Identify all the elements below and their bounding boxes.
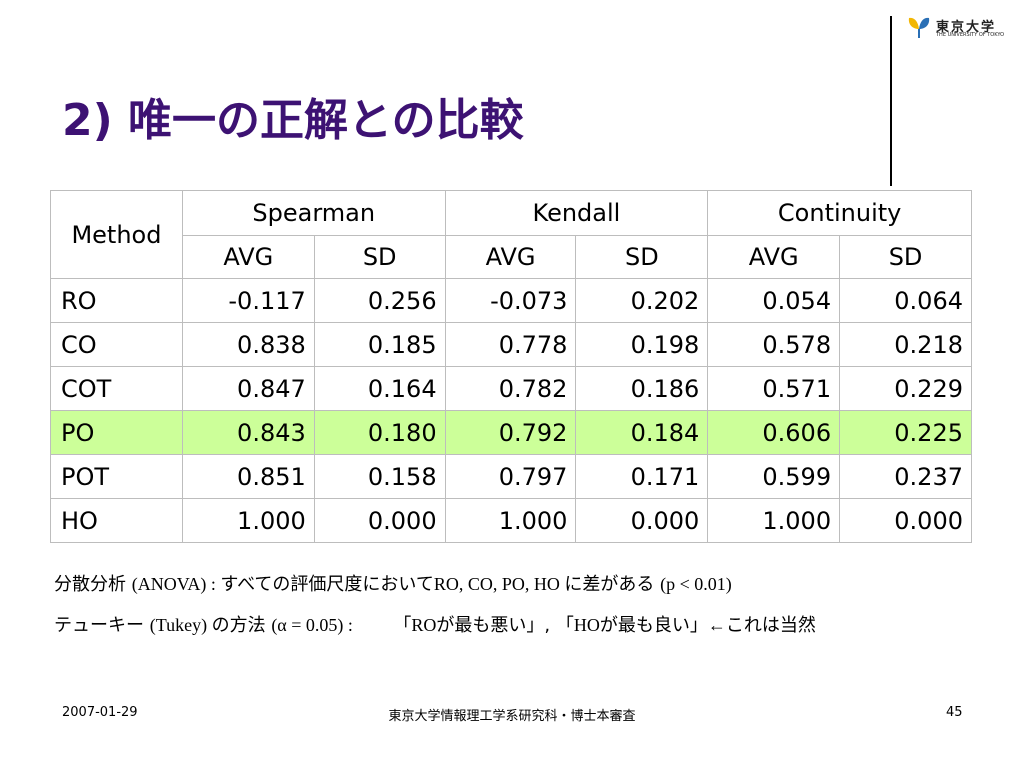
subheader-avg: AVG <box>707 235 841 279</box>
value-cell: 1.000 <box>444 498 577 543</box>
table-row-highlighted: PO 0.843 0.180 0.792 0.184 0.606 0.225 <box>50 410 972 455</box>
method-cell: HO <box>50 498 183 543</box>
note-text: に差がある <box>564 574 661 595</box>
arrow-glyph: ← <box>707 615 726 635</box>
footer-date: 2007-01-29 <box>62 705 138 720</box>
header-row-groups: Method Spearman Kendall Continuity <box>50 190 972 279</box>
value-cell: 0.180 <box>313 410 446 455</box>
tukey-note: テューキー (Tukey) の方法 (α = 0.05) : 「ROが最も悪い」… <box>54 611 816 637</box>
value-cell: 0.599 <box>707 454 841 499</box>
method-cell: CO <box>50 322 183 367</box>
method-cell: POT <box>50 454 183 499</box>
logo-text-en: THE UNIVERSITY OF TOKYO <box>936 32 1005 38</box>
value-cell: 0.184 <box>575 410 709 455</box>
value-cell: 1.000 <box>707 498 841 543</box>
subheader-avg: AVG <box>444 235 577 279</box>
value-cell: 0.202 <box>575 278 709 323</box>
logo-text-jp: 東京大学 <box>936 20 997 35</box>
results-table: Method Spearman Kendall Continuity AVG S… <box>50 190 972 543</box>
value-cell: 0.851 <box>181 454 315 499</box>
value-cell: 0.778 <box>444 322 577 367</box>
note-text: が最も悪い」, 「 <box>436 615 574 636</box>
subheader-sd: SD <box>313 235 446 279</box>
method-cell: RO <box>50 278 183 323</box>
value-cell: -0.073 <box>444 278 577 323</box>
value-cell: 0.000 <box>313 498 446 543</box>
value-cell: 0.185 <box>313 322 446 367</box>
method-cell: COT <box>50 366 183 411</box>
value-cell: 0.158 <box>313 454 446 499</box>
value-cell: 0.797 <box>444 454 577 499</box>
note-text: (Tukey) <box>149 615 212 635</box>
table-row: RO -0.117 0.256 -0.073 0.202 0.054 0.064 <box>50 278 972 323</box>
group-header-continuity: Continuity <box>707 190 972 236</box>
value-cell: 0.847 <box>181 366 315 411</box>
value-cell: 0.606 <box>707 410 841 455</box>
value-cell: 0.000 <box>839 498 972 543</box>
value-cell: 0.843 <box>181 410 315 455</box>
note-text: 「 <box>393 615 412 636</box>
note-text: (p < 0.01) <box>660 574 732 594</box>
table-row: POT 0.851 0.158 0.797 0.171 0.599 0.237 <box>50 454 972 499</box>
value-cell: 0.792 <box>444 410 577 455</box>
note-text: RO <box>411 615 437 635</box>
value-cell: 0.186 <box>575 366 709 411</box>
value-cell: 0.225 <box>839 410 972 455</box>
value-cell: 0.782 <box>444 366 577 411</box>
subheader-avg: AVG <box>181 235 315 279</box>
value-cell: 0.171 <box>575 454 709 499</box>
note-text: すべての評価尺度において <box>220 574 434 595</box>
header-row-stats: AVG SD AVG SD AVG SD <box>51 235 972 279</box>
table-row: CO 0.838 0.185 0.778 0.198 0.578 0.218 <box>50 322 972 367</box>
value-cell: 0.218 <box>839 322 972 367</box>
value-cell: 0.000 <box>575 498 709 543</box>
value-cell: 0.054 <box>707 278 841 323</box>
note-text: が最も良い」 <box>599 615 708 636</box>
note-text: HO <box>573 615 600 635</box>
method-header: Method <box>50 190 183 279</box>
value-cell: 0.578 <box>707 322 841 367</box>
table-row: HO 1.000 0.000 1.000 0.000 1.000 0.000 <box>50 498 972 543</box>
group-header-kendall: Kendall <box>444 190 709 236</box>
note-text: の方法 <box>211 615 272 636</box>
value-cell: 0.571 <box>707 366 841 411</box>
note-text: これは当然 <box>725 615 816 636</box>
value-cell: -0.117 <box>181 278 315 323</box>
footer-title: 東京大学情報理工学系研究科・博士本審査 <box>388 709 636 724</box>
method-cell: PO <box>50 410 183 455</box>
university-logo: 東京大学 THE UNIVERSITY OF TOKYO <box>906 16 1006 42</box>
note-text: (ANOVA) : <box>131 574 221 594</box>
anova-note: 分散分析 (ANOVA) : すべての評価尺度においてRO, CO, PO, H… <box>54 570 732 596</box>
slide-title: 2) 唯一の正解との比較 <box>62 95 524 146</box>
group-header-spearman: Spearman <box>181 190 446 236</box>
subheader-sd: SD <box>839 235 972 279</box>
value-cell: 0.256 <box>313 278 446 323</box>
value-cell: 0.164 <box>313 366 446 411</box>
value-cell: 0.064 <box>839 278 972 323</box>
table-row: COT 0.847 0.164 0.782 0.186 0.571 0.229 <box>50 366 972 411</box>
note-text: テューキー <box>54 615 150 636</box>
value-cell: 0.237 <box>839 454 972 499</box>
value-cell: 0.838 <box>181 322 315 367</box>
value-cell: 0.198 <box>575 322 709 367</box>
vertical-divider <box>890 16 892 186</box>
value-cell: 0.229 <box>839 366 972 411</box>
value-cell: 1.000 <box>181 498 315 543</box>
note-text: (α = 0.05) : <box>271 615 358 635</box>
page-number: 45 <box>946 705 963 720</box>
subheader-sd: SD <box>575 235 709 279</box>
note-text: 分散分析 <box>54 574 132 595</box>
note-text: RO, CO, PO, HO <box>433 574 565 594</box>
ginkgo-leaf-icon <box>908 17 930 38</box>
